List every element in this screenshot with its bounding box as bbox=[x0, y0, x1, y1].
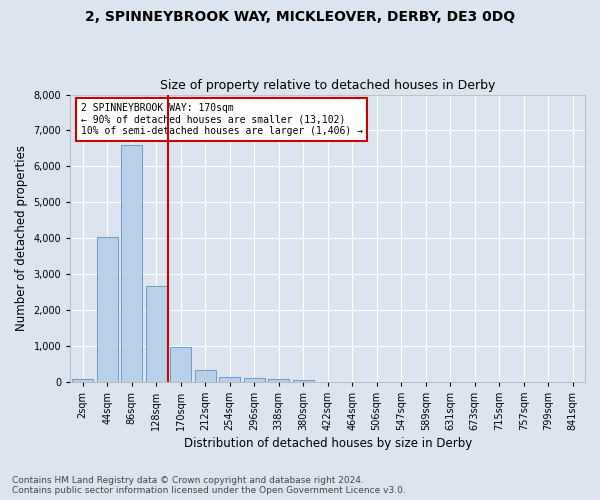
Bar bbox=[72, 378, 93, 382]
Bar bbox=[97, 238, 118, 382]
Text: 2, SPINNEYBROOK WAY, MICKLEOVER, DERBY, DE3 0DQ: 2, SPINNEYBROOK WAY, MICKLEOVER, DERBY, … bbox=[85, 10, 515, 24]
Bar bbox=[268, 379, 289, 382]
Bar bbox=[219, 376, 240, 382]
Title: Size of property relative to detached houses in Derby: Size of property relative to detached ho… bbox=[160, 79, 496, 92]
X-axis label: Distribution of detached houses by size in Derby: Distribution of detached houses by size … bbox=[184, 437, 472, 450]
Bar bbox=[121, 145, 142, 382]
Y-axis label: Number of detached properties: Number of detached properties bbox=[15, 145, 28, 331]
Bar bbox=[293, 380, 314, 382]
Text: 2 SPINNEYBROOK WAY: 170sqm
← 90% of detached houses are smaller (13,102)
10% of : 2 SPINNEYBROOK WAY: 170sqm ← 90% of deta… bbox=[80, 103, 362, 136]
Bar bbox=[146, 286, 167, 382]
Bar bbox=[170, 348, 191, 382]
Bar bbox=[244, 378, 265, 382]
Bar bbox=[195, 370, 215, 382]
Text: Contains HM Land Registry data © Crown copyright and database right 2024.
Contai: Contains HM Land Registry data © Crown c… bbox=[12, 476, 406, 495]
